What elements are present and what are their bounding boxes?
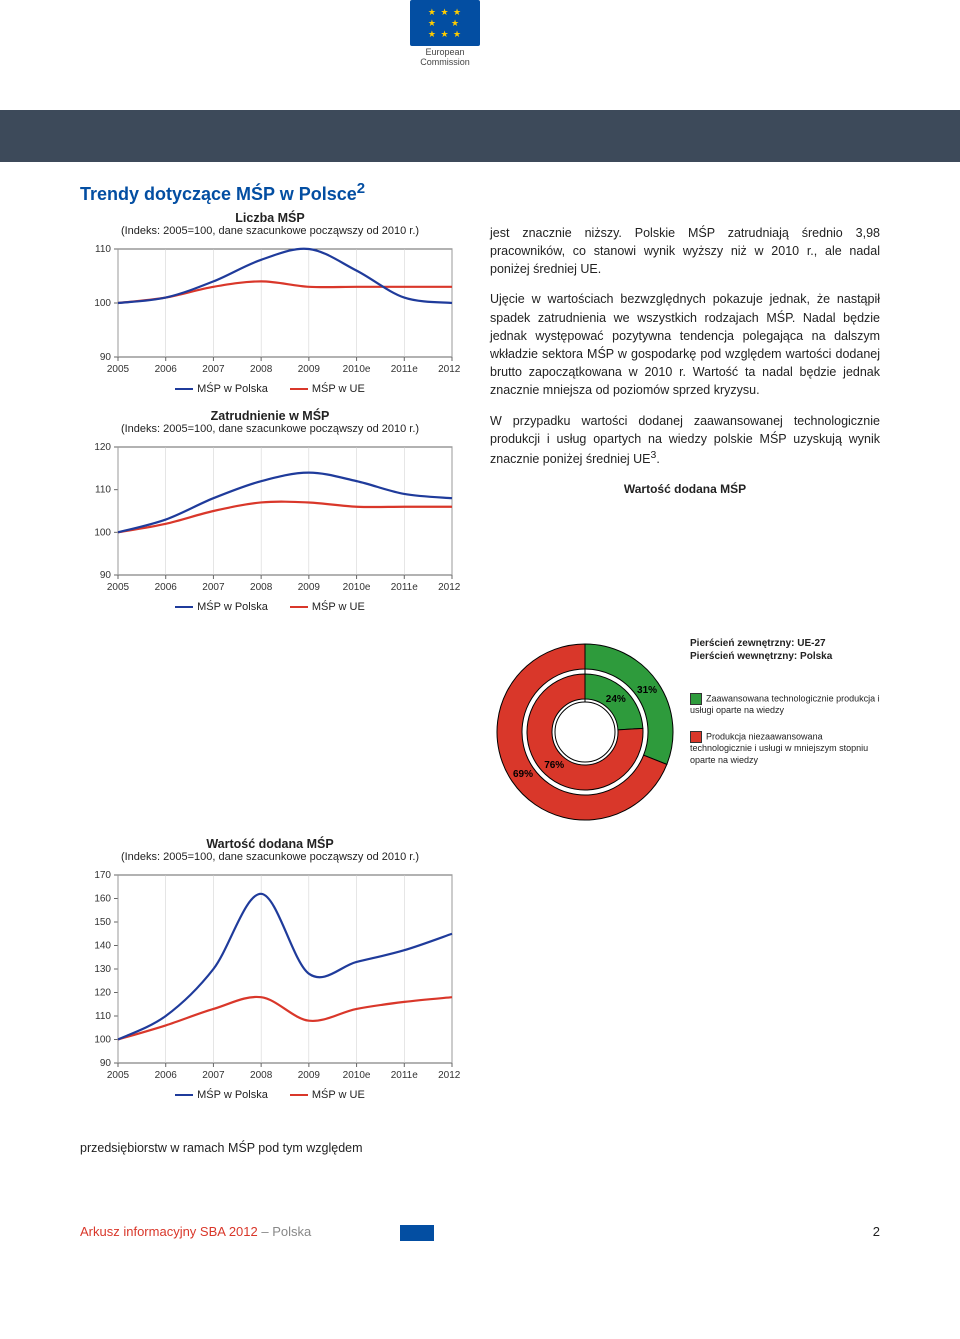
header-grey-band bbox=[0, 110, 960, 162]
svg-text:110: 110 bbox=[95, 1011, 111, 1022]
svg-text:2007: 2007 bbox=[202, 364, 225, 375]
svg-text:2012e: 2012e bbox=[438, 1070, 460, 1081]
chart-legend: MŚP w Polska MŚP w UE bbox=[80, 383, 460, 395]
eu-flag-icon: ★ ★ ★★ ★★ ★ ★ bbox=[410, 0, 480, 46]
svg-text:120: 120 bbox=[94, 442, 111, 453]
footer-blue-swatch-icon bbox=[400, 1225, 434, 1241]
svg-text:2005: 2005 bbox=[107, 364, 130, 375]
svg-text:2011e: 2011e bbox=[391, 1070, 419, 1081]
svg-text:2007: 2007 bbox=[202, 1070, 225, 1081]
footer-red: Arkusz informacyjny SBA 2012 bbox=[80, 1224, 258, 1239]
svg-text:2007: 2007 bbox=[202, 582, 225, 593]
page-number: 2 bbox=[873, 1224, 880, 1239]
svg-text:2009: 2009 bbox=[298, 582, 321, 593]
svg-text:2006: 2006 bbox=[155, 582, 178, 593]
page-footer: Arkusz informacyjny SBA 2012 – Polska 2 bbox=[80, 1215, 880, 1239]
svg-text:160: 160 bbox=[94, 894, 111, 905]
svg-text:2009: 2009 bbox=[298, 364, 321, 375]
svg-text:110: 110 bbox=[95, 485, 111, 496]
svg-text:170: 170 bbox=[94, 870, 111, 881]
svg-text:31%: 31% bbox=[637, 685, 657, 696]
svg-text:90: 90 bbox=[100, 570, 112, 581]
svg-text:2006: 2006 bbox=[155, 1070, 178, 1081]
svg-text:24%: 24% bbox=[606, 694, 626, 705]
donut-legend-green: Zaawansowana technologicznie produkcja i… bbox=[690, 693, 880, 717]
ec-logo: ★ ★ ★★ ★★ ★ ★ European Commission bbox=[380, 0, 510, 95]
svg-text:2009: 2009 bbox=[298, 1070, 321, 1081]
chart-legend: MŚP w Polska MŚP w UE bbox=[80, 601, 460, 613]
chart-legend: MŚP w Polska MŚP w UE bbox=[80, 1089, 460, 1101]
donut-ring-inner-note: Pierścień wewnętrzny: Polska bbox=[690, 650, 880, 663]
chart-zatrudnienie-svg: 90 100 110 120 2005 2006 2007 2008 2009 2010e 2011… bbox=[80, 439, 460, 599]
svg-text:140: 140 bbox=[94, 941, 111, 952]
body-p3: W przypadku wartości dodanej zaawansowan… bbox=[490, 412, 880, 469]
svg-text:2008: 2008 bbox=[250, 364, 273, 375]
svg-text:2012e: 2012e bbox=[438, 582, 460, 593]
chart-liczba: Liczba MŚP (Indeks: 2005=100, dane szacu… bbox=[80, 211, 460, 395]
chart-wartosc: Wartość dodana MŚP (Indeks: 2005=100, da… bbox=[80, 837, 460, 1101]
svg-text:2008: 2008 bbox=[250, 1070, 273, 1081]
svg-text:100: 100 bbox=[94, 1035, 111, 1046]
svg-text:90: 90 bbox=[100, 1058, 112, 1069]
svg-text:69%: 69% bbox=[513, 769, 533, 780]
chart-wartosc-svg: 90 100 110 120 130 140 150 160 170 2005 2006 2007 20… bbox=[80, 867, 460, 1087]
body-p1: jest znacznie niższy. Polskie MŚP zatrud… bbox=[490, 224, 880, 278]
chart-zatrudnienie: Zatrudnienie w MŚP (Indeks: 2005=100, da… bbox=[80, 409, 460, 613]
svg-text:2005: 2005 bbox=[107, 1070, 130, 1081]
svg-text:130: 130 bbox=[94, 964, 111, 975]
svg-text:110: 110 bbox=[95, 244, 111, 255]
svg-text:2010e: 2010e bbox=[343, 364, 371, 375]
ec-text-2: Commission bbox=[420, 57, 470, 67]
footer-grey: – Polska bbox=[258, 1224, 311, 1239]
ec-text-1: European bbox=[425, 47, 464, 57]
svg-text:2005: 2005 bbox=[107, 582, 130, 593]
svg-text:150: 150 bbox=[94, 917, 111, 928]
svg-text:2011e: 2011e bbox=[391, 364, 419, 375]
page-title: Trendy dotyczące MŚP w Polsce2 bbox=[80, 180, 880, 205]
svg-text:100: 100 bbox=[94, 527, 111, 538]
svg-text:2010e: 2010e bbox=[343, 1070, 371, 1081]
svg-text:2008: 2008 bbox=[250, 582, 273, 593]
svg-text:100: 100 bbox=[94, 298, 111, 309]
svg-text:76%: 76% bbox=[544, 760, 564, 771]
header-band: ★ ★ ★★ ★★ ★ ★ European Commission bbox=[0, 0, 960, 170]
svg-text:2006: 2006 bbox=[155, 364, 178, 375]
chart-liczba-svg: 90 100 110 2005 2006 2007 2008 2009 2010e 2011e 20… bbox=[80, 241, 460, 381]
donut-legend-red: Produkcja niezaawansowana technologiczni… bbox=[690, 731, 880, 766]
donut-ring-outer-note: Pierścień zewnętrzny: UE-27 bbox=[690, 637, 880, 650]
donut-chart-svg: 31% 69% 24% 76% bbox=[490, 637, 680, 827]
svg-text:2010e: 2010e bbox=[343, 582, 371, 593]
svg-text:2012e: 2012e bbox=[438, 364, 460, 375]
body-p2: Ujęcie w wartościach bezwzględnych pokaz… bbox=[490, 290, 880, 399]
trailing-text: przedsiębiorstw w ramach MŚP pod tym wzg… bbox=[80, 1141, 880, 1155]
donut-title: Wartość dodana MŚP bbox=[490, 481, 880, 498]
svg-text:120: 120 bbox=[94, 988, 111, 999]
svg-text:2011e: 2011e bbox=[391, 582, 419, 593]
svg-text:90: 90 bbox=[100, 352, 112, 363]
